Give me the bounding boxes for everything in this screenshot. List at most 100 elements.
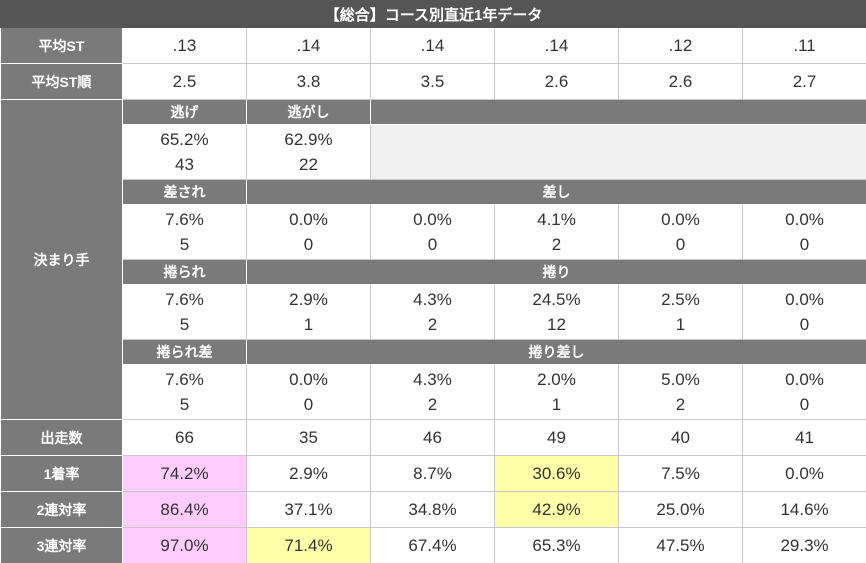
row-label: 平均ST (0, 27, 123, 64)
rate: 65.2% (160, 130, 209, 149)
cell: .11 (741, 27, 866, 64)
row: 7.6% 5 0.0% 0 4.3% 2 2.0% 1 5.0% 2 0.0% 0 (1, 364, 866, 420)
rate: 2.0% (537, 370, 576, 389)
count: 1 (675, 315, 686, 334)
count: 2 (427, 315, 438, 334)
cell: 2.5% 1 (618, 284, 743, 340)
count: 2 (427, 395, 438, 414)
count: 12 (547, 315, 566, 334)
count: 0 (675, 235, 686, 254)
rate: 7.6% (165, 210, 204, 229)
cell: .14 (370, 27, 495, 64)
rate: 24.5% (532, 290, 581, 309)
row-label: 3連対率 (0, 527, 123, 563)
cell: 42.9% (494, 491, 619, 528)
cell: 2.6 (494, 63, 619, 100)
row-label: 決まり手 (0, 99, 123, 420)
cell: 71.4% (246, 527, 371, 563)
cell: 24.5% 12 (494, 284, 619, 340)
cell: 2.6 (618, 63, 743, 100)
cell: 30.6% (494, 455, 619, 492)
cell: 0.0% 0 (741, 364, 866, 420)
row: 決まり手 逃げ 逃がし (0, 99, 866, 420)
cell: 0.0% 0 (246, 204, 371, 260)
count: 2 (551, 235, 562, 254)
cell: 67.4% (370, 527, 495, 563)
cell: 2.7 (741, 63, 866, 100)
cell: 46 (370, 419, 495, 456)
row-label: 1着率 (0, 455, 123, 492)
cell: 8.7% (370, 455, 495, 492)
cell: 0.0% (741, 455, 866, 492)
cell: 7.6% 5 (122, 284, 247, 340)
sub-header: 捲り (245, 259, 866, 285)
cell: 86.4% (122, 491, 247, 528)
cell: .13 (122, 27, 247, 64)
cell: 49 (494, 419, 619, 456)
sub-header: 捲られ (122, 259, 247, 285)
count: 0 (799, 235, 810, 254)
rate: 0.0% (785, 370, 824, 389)
row: 捲られ 捲り (1, 259, 866, 285)
count: 5 (179, 395, 190, 414)
cell: 5.0% 2 (618, 364, 743, 420)
row: 平均ST .13.14.14.14.12.11 (0, 27, 866, 64)
row: 1着率 74.2% 2.9% 8.7% 30.6% 7.5% 0.0% (0, 455, 866, 492)
rate: 62.9% (284, 130, 333, 149)
rate: 0.0% (289, 210, 328, 229)
rate: 0.0% (661, 210, 700, 229)
cell: 4.3% 2 (370, 364, 495, 420)
count: 1 (551, 395, 562, 414)
count: 2 (675, 395, 686, 414)
cell: 0.0% 0 (246, 364, 371, 420)
rate: 4.3% (413, 290, 452, 309)
count: 0 (303, 395, 314, 414)
cell: 0.0% 0 (618, 204, 743, 260)
rate: 4.1% (537, 210, 576, 229)
cell: .14 (494, 27, 619, 64)
count: 0 (799, 395, 810, 414)
sub-header: 捲り差し (245, 339, 866, 365)
row-label: 出走数 (0, 419, 123, 456)
cell: 40 (618, 419, 743, 456)
count: 5 (179, 315, 190, 334)
cell: 2.9% 1 (246, 284, 371, 340)
cell: 37.1% (246, 491, 371, 528)
count: 0 (427, 235, 438, 254)
row: 【総合】コース別直近1年データ (0, 0, 866, 28)
cell: 2.9% (246, 455, 371, 492)
row: 7.6% 5 0.0% 0 0.0% 0 4.1% 2 0.0% 0 0.0% 0 (1, 204, 866, 260)
count: 43 (175, 155, 194, 174)
cell: 35 (246, 419, 371, 456)
cell: 65.3% (494, 527, 619, 563)
cell: 0.0% 0 (370, 204, 495, 260)
cell: 25.0% (618, 491, 743, 528)
cell: 14.6% (741, 491, 866, 528)
row-label: 平均ST順 (0, 63, 123, 100)
row: 2連対率 86.4% 37.1% 34.8% 42.9% 25.0% 14.6% (0, 491, 866, 528)
row: 差され 差し (1, 179, 866, 205)
count: 0 (303, 235, 314, 254)
rate: 7.6% (165, 290, 204, 309)
rate: 2.9% (289, 290, 328, 309)
row: 出走数 66 35 46 49 40 41 (0, 419, 866, 456)
row: 65.2% 43 62.9% 22 (1, 124, 866, 180)
cell: 62.9% 22 (246, 124, 371, 180)
row-label: 2連対率 (0, 491, 123, 528)
cell: 7.5% (618, 455, 743, 492)
rate: 2.5% (661, 290, 700, 309)
cell: 0.0% 0 (741, 204, 866, 260)
rate: 5.0% (661, 370, 700, 389)
cell: 2.5 (122, 63, 247, 100)
filler (369, 124, 866, 180)
sub-filler (369, 99, 866, 125)
cell: .12 (618, 27, 743, 64)
cell: 7.6% 5 (122, 364, 247, 420)
sub-header: 逃がし (246, 99, 371, 125)
cell: 66 (122, 419, 247, 456)
cell: 97.0% (122, 527, 247, 563)
count: 1 (303, 315, 314, 334)
